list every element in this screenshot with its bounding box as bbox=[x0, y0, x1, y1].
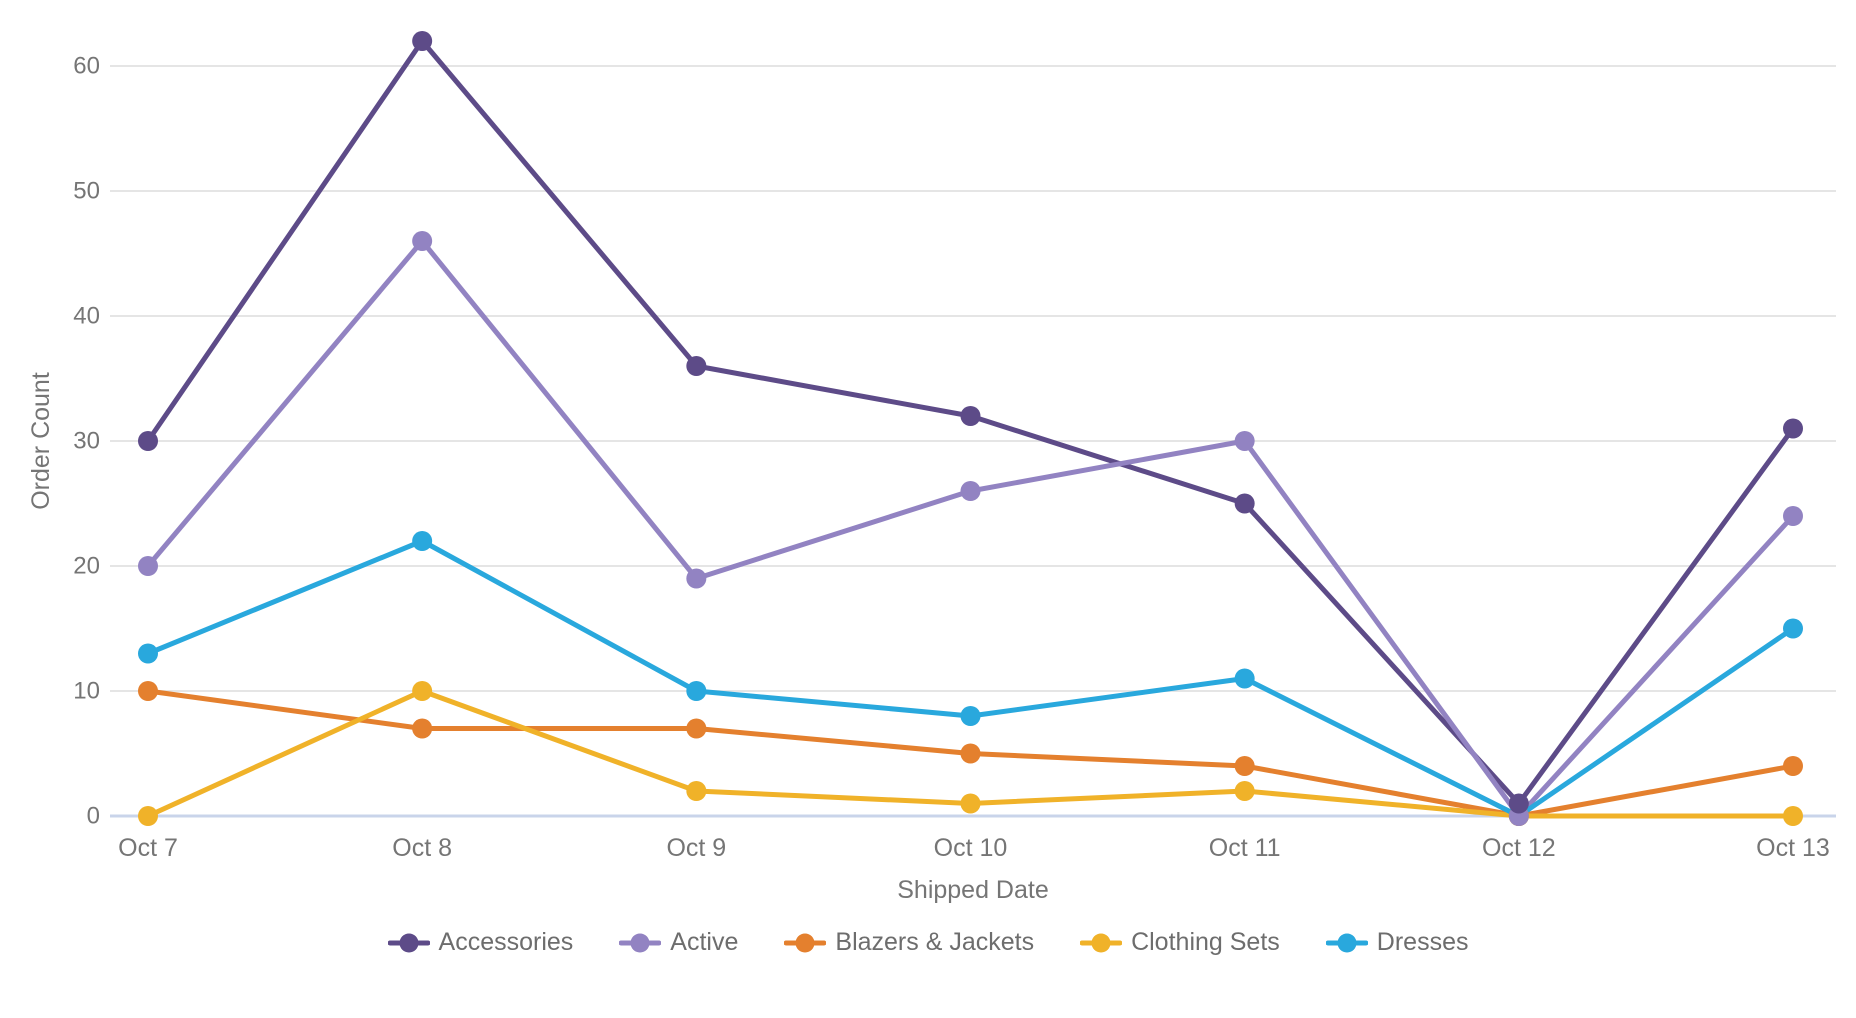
data-point-clothing-sets-oct-10 bbox=[960, 793, 981, 814]
y-axis-tick-labels: 0 10 20 30 40 50 60 bbox=[73, 53, 100, 830]
data-point-clothing-sets-oct-13 bbox=[1783, 806, 1803, 826]
x-axis-tick-labels: Oct 7 Oct 8 Oct 9 Oct 10 Oct 11 Oct 12 Oct 13 bbox=[118, 834, 1830, 862]
series-line-dresses bbox=[145, 538, 1796, 819]
legend-label: Accessories bbox=[438, 928, 574, 956]
legend-marker-icon bbox=[1325, 933, 1368, 952]
data-point-active-oct-7 bbox=[138, 556, 158, 576]
legend-label: Dresses bbox=[1376, 928, 1469, 956]
data-point-clothing-sets-oct-11 bbox=[1234, 781, 1255, 801]
data-point-dresses-oct-7 bbox=[138, 643, 158, 664]
y-tick-label: 60 bbox=[73, 53, 100, 80]
y-tick-label: 50 bbox=[73, 178, 100, 205]
legend-item-clothing-sets[interactable]: Clothing Sets bbox=[1080, 928, 1280, 957]
data-point-blazers-jackets-oct-9 bbox=[686, 718, 707, 739]
x-tick-label: Oct 8 bbox=[392, 834, 452, 862]
legend-item-accessories[interactable]: Accessories bbox=[387, 928, 574, 957]
legend-item-dresses[interactable]: Dresses bbox=[1325, 928, 1469, 957]
legend-marker-icon bbox=[387, 933, 430, 952]
data-point-accessories-oct-7 bbox=[138, 431, 158, 451]
y-axis-title: Order Count bbox=[27, 372, 55, 510]
series-markers bbox=[138, 31, 1803, 826]
data-point-accessories-oct-12 bbox=[1508, 793, 1529, 814]
data-point-dresses-oct-10 bbox=[960, 706, 981, 726]
y-tick-label: 20 bbox=[73, 553, 100, 580]
data-point-active-oct-8 bbox=[412, 231, 433, 251]
plot-area: 0 10 20 30 40 50 60 Oct 7 Oct 8 Oct 9 Oct 10 Oct 1… bbox=[27, 31, 1836, 904]
data-point-blazers-jackets-oct-11 bbox=[1234, 756, 1255, 776]
y-tick-label: 40 bbox=[73, 303, 100, 330]
data-point-blazers-jackets-oct-10 bbox=[960, 743, 981, 764]
data-point-dresses-oct-11 bbox=[1234, 668, 1255, 689]
data-point-dresses-oct-9 bbox=[686, 681, 707, 701]
data-point-blazers-jackets-oct-13 bbox=[1783, 756, 1803, 776]
data-point-accessories-oct-8 bbox=[412, 31, 433, 51]
data-point-blazers-jackets-oct-8 bbox=[412, 718, 433, 739]
legend-label: Active bbox=[670, 928, 739, 956]
legend-label: Clothing Sets bbox=[1131, 928, 1280, 956]
x-tick-label: Oct 7 bbox=[118, 834, 178, 862]
data-point-accessories-oct-13 bbox=[1783, 418, 1803, 439]
y-tick-label: 0 bbox=[87, 803, 100, 830]
gridlines bbox=[110, 65, 1836, 818]
data-point-blazers-jackets-oct-7 bbox=[138, 681, 158, 701]
data-point-active-oct-10 bbox=[960, 481, 981, 501]
data-point-clothing-sets-oct-7 bbox=[138, 806, 158, 826]
x-tick-label: Oct 12 bbox=[1482, 834, 1556, 862]
data-point-active-oct-9 bbox=[686, 568, 707, 589]
data-point-active-oct-11 bbox=[1234, 431, 1255, 451]
data-point-dresses-oct-8 bbox=[412, 531, 433, 551]
x-tick-label: Oct 13 bbox=[1756, 834, 1830, 862]
legend-marker-icon bbox=[784, 933, 827, 952]
y-tick-label: 30 bbox=[73, 428, 100, 455]
series-line-active bbox=[145, 238, 1796, 819]
x-tick-label: Oct 10 bbox=[934, 834, 1008, 862]
data-point-accessories-oct-11 bbox=[1234, 493, 1255, 514]
chart-legend: Accessories Active Blazers & Jackets Clothi… bbox=[0, 928, 1856, 957]
data-point-clothing-sets-oct-8 bbox=[412, 681, 433, 701]
data-point-accessories-oct-9 bbox=[686, 356, 707, 376]
legend-marker-icon bbox=[1080, 933, 1123, 952]
x-tick-label: Oct 11 bbox=[1209, 834, 1281, 862]
y-tick-label: 10 bbox=[73, 678, 100, 705]
data-point-accessories-oct-10 bbox=[960, 406, 981, 426]
data-point-dresses-oct-13 bbox=[1783, 618, 1803, 639]
legend-item-blazers-jackets[interactable]: Blazers & Jackets bbox=[784, 928, 1034, 957]
legend-marker-icon bbox=[619, 933, 662, 952]
x-axis-title: Shipped Date bbox=[897, 876, 1049, 904]
legend-item-active[interactable]: Active bbox=[619, 928, 738, 957]
data-point-clothing-sets-oct-9 bbox=[686, 781, 707, 801]
series-lines bbox=[145, 38, 1796, 819]
x-tick-label: Oct 9 bbox=[666, 834, 726, 862]
legend-label: Blazers & Jackets bbox=[835, 928, 1035, 956]
data-point-active-oct-13 bbox=[1783, 506, 1803, 526]
